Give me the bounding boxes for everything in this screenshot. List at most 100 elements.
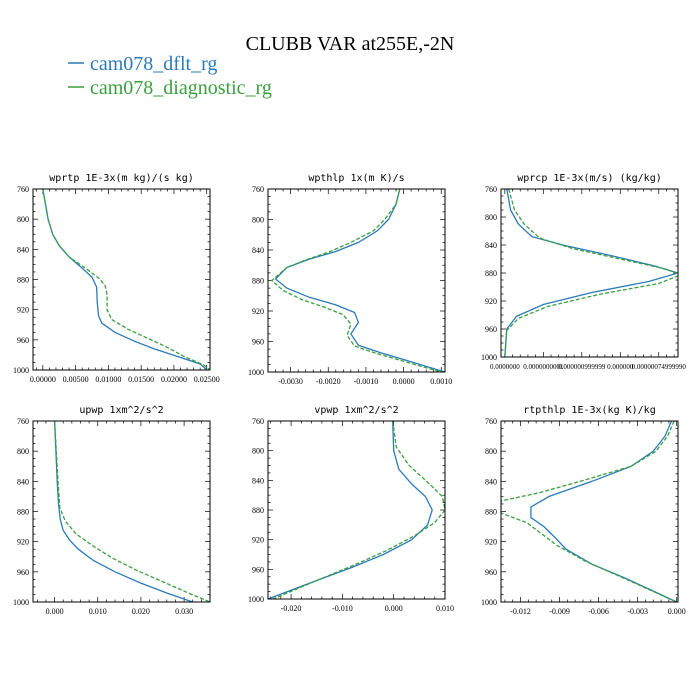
y-tick-label: 760 xyxy=(252,185,264,194)
series-line-diagnostic xyxy=(504,189,678,357)
x-tick-label: 0.02500 xyxy=(194,375,220,384)
y-tick-label: 1000 xyxy=(481,353,497,362)
y-tick-label: 880 xyxy=(17,508,29,517)
series-line-diagnostic xyxy=(53,421,210,602)
y-tick-label: 1000 xyxy=(481,598,497,607)
chart-panel-3: upwp 1xm^2/s^2 760 800 840 880 920 960 1000 0.00… xyxy=(13,405,211,616)
y-tick-label: 840 xyxy=(485,241,497,250)
plot-frame xyxy=(267,420,446,600)
plot-frame xyxy=(500,188,679,358)
y-tick-label: 880 xyxy=(485,269,497,278)
panel-title: wpthlp 1x(m K)/s xyxy=(308,173,404,184)
y-tick-label: 920 xyxy=(17,306,29,315)
x-tick-label: -0.0030 xyxy=(278,377,303,386)
y-tick-label: 760 xyxy=(485,417,497,426)
y-tick-label: 960 xyxy=(252,338,264,347)
series-line-dflt xyxy=(268,421,433,599)
y-tick-label: 760 xyxy=(17,417,29,426)
x-tick-label: 0.00000 xyxy=(30,375,56,384)
y-tick-label: 960 xyxy=(485,568,497,577)
y-tick-label: 920 xyxy=(17,538,29,547)
series-line-dflt xyxy=(274,189,445,372)
series-line-diagnostic xyxy=(270,189,442,372)
figure-title: CLUBB VAR at255E,-2N xyxy=(246,33,455,55)
x-tick-label: -0.0020 xyxy=(316,377,341,386)
x-tick-label: -0.010 xyxy=(332,604,353,613)
series-line-dflt xyxy=(530,421,677,602)
y-tick-label: 1000 xyxy=(13,598,29,607)
x-tick-label: 0.030 xyxy=(175,607,193,616)
y-tick-label: 840 xyxy=(17,477,29,486)
legend-label-dflt: cam078_dflt_rg xyxy=(90,53,217,75)
x-tick-label: 0.00500 xyxy=(63,375,89,384)
series-line-diagnostic xyxy=(42,189,210,370)
x-tick-label: 0.010 xyxy=(89,607,107,616)
x-tick-label: -0.006 xyxy=(588,607,609,616)
series-line-dflt xyxy=(42,189,208,370)
x-tick-label: 0.000 xyxy=(46,607,64,616)
y-tick-label: 840 xyxy=(252,476,264,485)
chart-panel-0: wprtp 1E-3x(m kg)/(s kg) 760 800 840 880 920 9… xyxy=(13,173,220,384)
x-tick-label: 0.020 xyxy=(132,607,150,616)
x-tick-label: 0.0000000 xyxy=(490,363,520,371)
plot-frame xyxy=(267,188,446,373)
y-tick-label: 760 xyxy=(485,185,497,194)
plot-frame xyxy=(500,420,679,603)
legend-label-diagnostic: cam078_diagnostic_rg xyxy=(90,77,272,99)
y-tick-label: 760 xyxy=(17,185,29,194)
y-tick-label: 800 xyxy=(252,447,264,456)
panel-title: upwp 1xm^2/s^2 xyxy=(79,405,163,416)
panel-title: wprtp 1E-3x(m kg)/(s kg) xyxy=(49,173,194,184)
chart-panel-4: vpwp 1xm^2/s^2 760 800 840 880 920 960 1000 -0.0… xyxy=(248,405,454,613)
x-tick-label: 0.000000 xyxy=(607,363,634,371)
y-tick-label: 960 xyxy=(252,565,264,574)
y-tick-label: 800 xyxy=(252,216,264,225)
x-tick-label: -0.0010 xyxy=(354,377,379,386)
y-tick-label: 920 xyxy=(485,297,497,306)
chart-panel-5: rtpthlp 1E-3x(kg K)/kg 760 800 840 880 920 960… xyxy=(481,405,686,616)
plot-frame xyxy=(32,188,211,371)
x-tick-label: 0.02000 xyxy=(161,375,187,384)
x-tick-label: 0.0010 xyxy=(430,377,452,386)
series-line-dflt xyxy=(53,421,193,602)
y-tick-label: 760 xyxy=(252,417,264,426)
panel-title: rtpthlp 1E-3x(kg K)/kg xyxy=(523,405,655,416)
x-tick-label: -0.003 xyxy=(627,607,648,616)
y-tick-label: 880 xyxy=(252,277,264,286)
y-tick-label: 920 xyxy=(252,536,264,545)
x-tick-label: 0.000 xyxy=(385,604,403,613)
y-tick-label: 920 xyxy=(485,538,497,547)
chart-panel-1: wpthlp 1x(m K)/s 760 800 840 880 920 960 1000 -0… xyxy=(248,173,452,386)
x-tick-label: 0.01500 xyxy=(128,375,154,384)
x-tick-label: -0.012 xyxy=(510,607,531,616)
y-tick-label: 1000 xyxy=(248,368,264,377)
y-tick-label: 800 xyxy=(485,447,497,456)
y-tick-label: 880 xyxy=(17,276,29,285)
plot-frame xyxy=(32,420,211,603)
y-tick-label: 960 xyxy=(485,325,497,334)
y-tick-label: 840 xyxy=(485,477,497,486)
panel-title: vpwp 1xm^2/s^2 xyxy=(314,405,398,416)
y-tick-label: 920 xyxy=(252,307,264,316)
y-tick-label: 880 xyxy=(252,506,264,515)
x-tick-label: 0.00000074999990 xyxy=(632,363,687,371)
x-tick-label: 0.000000999999 xyxy=(558,363,606,371)
panel-title: wprcp 1E-3x(m/s) (kg/kg) xyxy=(517,173,662,184)
y-tick-label: 800 xyxy=(17,447,29,456)
x-tick-label: -0.020 xyxy=(281,604,302,613)
series-line-diagnostic xyxy=(272,421,445,599)
x-tick-label: 0.01000 xyxy=(95,375,121,384)
y-tick-label: 960 xyxy=(17,336,29,345)
x-tick-label: 0.0000000001 xyxy=(523,363,564,371)
y-tick-label: 840 xyxy=(252,246,264,255)
series-line-dflt xyxy=(504,189,678,357)
y-tick-label: 800 xyxy=(17,215,29,224)
y-tick-label: 880 xyxy=(485,508,497,517)
chart-panel-2: wprcp 1E-3x(m/s) (kg/kg) 760 800 840 880 920 9… xyxy=(481,173,686,371)
legend: cam078_dflt_rg cam078_diagnostic_rg xyxy=(68,53,272,99)
y-tick-label: 800 xyxy=(485,213,497,222)
series-line-diagnostic xyxy=(501,421,677,602)
y-tick-label: 960 xyxy=(17,568,29,577)
panels-container: wprtp 1E-3x(m kg)/(s kg) 760 800 840 880 920 9… xyxy=(13,173,686,616)
